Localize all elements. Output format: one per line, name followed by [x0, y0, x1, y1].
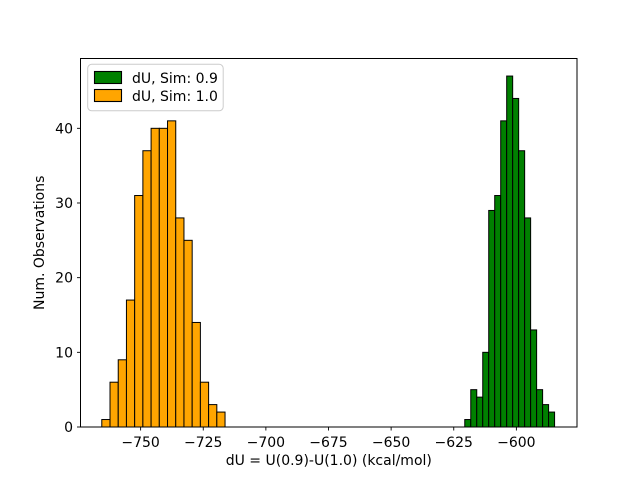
histogram-bar-series1-bin5 — [142, 150, 152, 428]
histogram-bar-series1-bin8 — [167, 120, 177, 428]
histogram-bar-series0-bin9 — [518, 150, 526, 428]
histogram-bar-series1-bin2 — [117, 359, 127, 428]
x-tick-label: −625 — [435, 435, 473, 451]
histogram-bar-series0-bin4 — [488, 209, 496, 428]
histogram-bar-series0-bin0 — [464, 419, 472, 428]
histogram-bar-series0-bin7 — [506, 75, 514, 428]
histogram-bar-series1-bin4 — [134, 195, 144, 428]
histogram-bar-series1-bin0 — [101, 419, 111, 428]
histogram-bar-series1-bin9 — [175, 217, 185, 428]
histogram-bar-series0-bin5 — [494, 195, 502, 428]
y-tick-label: 20 — [55, 271, 73, 287]
histogram-bar-series1-bin14 — [216, 411, 226, 428]
histogram-bar-series0-bin10 — [524, 217, 532, 428]
histogram-bar-series1-bin10 — [183, 239, 193, 428]
histogram-bar-series0-bin2 — [476, 396, 484, 428]
y-axis-label: Num. Observations — [32, 176, 48, 310]
histogram-bar-series0-bin12 — [536, 389, 544, 428]
legend-label-sim-1-0: dU, Sim: 1.0 — [132, 89, 218, 105]
histogram-bars — [101, 75, 556, 428]
legend-swatch-sim-1-0 — [93, 88, 123, 103]
legend: dU, Sim: 0.9 dU, Sim: 1.0 — [87, 63, 224, 112]
histogram-bar-series0-bin14 — [548, 411, 556, 428]
histogram-bar-series1-bin7 — [158, 127, 169, 428]
y-tick-label: 30 — [55, 196, 73, 212]
histogram-bar-series0-bin8 — [512, 97, 520, 428]
legend-swatch-sim-0-9 — [93, 70, 123, 85]
histogram-bar-series1-bin11 — [191, 321, 201, 428]
y-tick-label: 0 — [64, 420, 73, 436]
x-tick-label: −675 — [309, 435, 347, 451]
x-tick-label: −725 — [184, 435, 222, 451]
histogram-bar-series0-bin3 — [482, 351, 490, 428]
histogram-bar-series0-bin1 — [470, 389, 478, 428]
y-tick-label: 10 — [55, 345, 73, 361]
y-tick-label: 40 — [55, 121, 73, 137]
histogram-bar-series1-bin12 — [199, 381, 210, 428]
x-tick-label: −750 — [121, 435, 159, 451]
x-tick-label: −650 — [372, 435, 410, 451]
x-axis-label: dU = U(0.9)-U(1.0) (kcal/mol) — [226, 453, 432, 469]
histogram-bar-series0-bin11 — [530, 329, 538, 428]
histogram-bar-series0-bin6 — [500, 120, 508, 428]
legend-label-sim-0-9: dU, Sim: 0.9 — [132, 71, 218, 87]
histogram-bar-series1-bin13 — [208, 404, 218, 428]
histogram-bar-series0-bin13 — [542, 404, 550, 428]
x-tick-label: −600 — [497, 435, 535, 451]
x-axis-ticks: −750 −725 −700 −675 −650 −625 −600 — [121, 427, 536, 451]
histogram-bar-series1-bin3 — [125, 299, 136, 428]
y-axis-ticks: 0 10 20 30 40 — [55, 121, 81, 436]
x-tick-label: −700 — [247, 435, 285, 451]
histogram-bar-series1-bin6 — [150, 127, 160, 428]
histogram-bar-series1-bin1 — [109, 381, 119, 428]
